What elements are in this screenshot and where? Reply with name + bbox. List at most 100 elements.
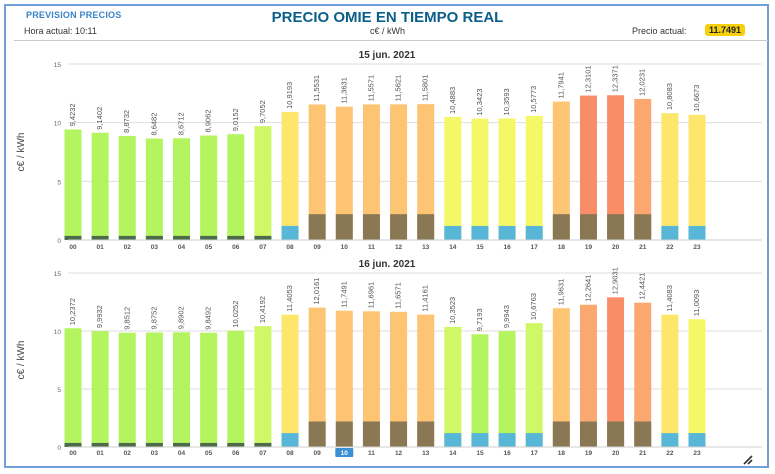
chart-title: 15 jun. 2021 (359, 50, 416, 61)
bar-value-label: 12,3371 (611, 65, 620, 92)
bar-value-label: 11,5531 (312, 75, 321, 102)
bar-value-label: 10,5773 (529, 86, 538, 113)
bar-value-label: 11,9631 (556, 279, 565, 306)
bar (579, 95, 597, 240)
bar-value-label: 8,9062 (204, 110, 213, 133)
bar-base (417, 421, 435, 447)
bar-value-label: 11,5621 (394, 75, 403, 102)
bar (390, 311, 408, 447)
bar-base (444, 225, 462, 240)
bar-base (688, 225, 706, 240)
bar-base (281, 225, 299, 240)
x-tick-label: 22 (666, 244, 674, 251)
bar (688, 319, 706, 447)
bar (417, 104, 435, 240)
bar-base (634, 421, 652, 447)
x-tick-label: 09 (314, 244, 322, 251)
prevision-link[interactable]: PREVISION PRECIOS (26, 10, 122, 20)
x-tick-label: 04 (178, 244, 186, 251)
y-tick-label: 15 (54, 62, 62, 69)
bar-value-label: 10,8083 (665, 83, 674, 110)
bar-value-label: 11,7941 (556, 72, 565, 99)
bar (254, 126, 272, 240)
bar-base (471, 433, 489, 447)
bar-base (118, 235, 136, 240)
x-tick-label: 01 (97, 450, 105, 457)
bar (417, 314, 435, 447)
header-divider (14, 40, 768, 41)
bar-base (688, 433, 706, 447)
x-tick-label: 11 (368, 450, 375, 457)
bar-base (552, 214, 570, 240)
bar-value-label: 11,6571 (394, 282, 403, 309)
bar (498, 118, 516, 240)
bar-base (607, 214, 625, 240)
bar (525, 323, 543, 447)
x-tick-label: 01 (97, 244, 105, 251)
bar (471, 334, 489, 447)
bar-value-label: 9,8902 (177, 306, 186, 329)
bar-base (498, 225, 516, 240)
bar-value-label: 9,4232 (68, 103, 77, 126)
x-tick-label: 05 (205, 244, 213, 251)
x-tick-label: 12 (395, 244, 403, 251)
bar-base (579, 214, 597, 240)
x-tick-label: 13 (422, 450, 430, 457)
x-tick-label: 06 (232, 244, 240, 251)
bar-value-label: 10,0252 (231, 301, 240, 328)
bar (498, 331, 516, 447)
bar (281, 111, 299, 240)
bar (64, 328, 82, 447)
x-tick-label: 10 (341, 244, 349, 251)
bar (444, 116, 462, 240)
bar-value-label: 9,8512 (122, 307, 131, 330)
bar-value-label: 12,2641 (583, 275, 592, 302)
bar-base (335, 214, 353, 240)
bar (91, 331, 109, 447)
y-tick-label: 10 (54, 329, 62, 336)
bar-base (335, 421, 353, 447)
bar-value-label: 12,0161 (312, 277, 321, 304)
x-tick-label: 02 (124, 450, 132, 457)
y-tick-label: 0 (57, 238, 61, 245)
bar-value-label: 12,3101 (583, 65, 592, 92)
y-axis-label: c€ / kWh (16, 341, 27, 380)
x-tick-label: 00 (69, 244, 77, 251)
bar-value-label: 11,4053 (285, 285, 294, 312)
x-tick-label: 19 (585, 244, 593, 251)
bar-base (145, 235, 163, 240)
x-tick-label: 22 (666, 450, 674, 457)
bar (200, 332, 218, 447)
bar (634, 302, 652, 447)
x-tick-label: 08 (286, 244, 294, 251)
bar (634, 98, 652, 241)
bar-base (200, 442, 218, 447)
y-tick-label: 5 (57, 179, 61, 186)
bar (254, 326, 272, 447)
bar (227, 330, 245, 447)
bar-base (254, 442, 272, 447)
x-tick-label: 04 (178, 450, 186, 457)
bar-base (471, 225, 489, 240)
resize-handle-icon[interactable] (742, 454, 754, 466)
bar (607, 95, 625, 240)
bar-value-label: 11,4083 (665, 285, 674, 312)
bar-base (525, 225, 543, 240)
bar (200, 135, 218, 240)
bar (145, 138, 163, 240)
bar-value-label: 10,4883 (448, 87, 457, 114)
x-tick-label: 20 (612, 450, 620, 457)
x-tick-label: 18 (558, 244, 566, 251)
page-title: PRECIO OMIE EN TIEMPO REAL (271, 9, 504, 26)
bar-value-label: 9,7052 (258, 100, 267, 123)
x-tick-label: 15 (476, 450, 484, 457)
y-tick-label: 5 (57, 387, 61, 394)
bar (308, 307, 326, 447)
x-tick-label: 09 (314, 450, 322, 457)
bar (227, 134, 245, 240)
bar-base (145, 442, 163, 447)
x-tick-label: 20 (612, 244, 620, 251)
bar-base (91, 442, 109, 447)
